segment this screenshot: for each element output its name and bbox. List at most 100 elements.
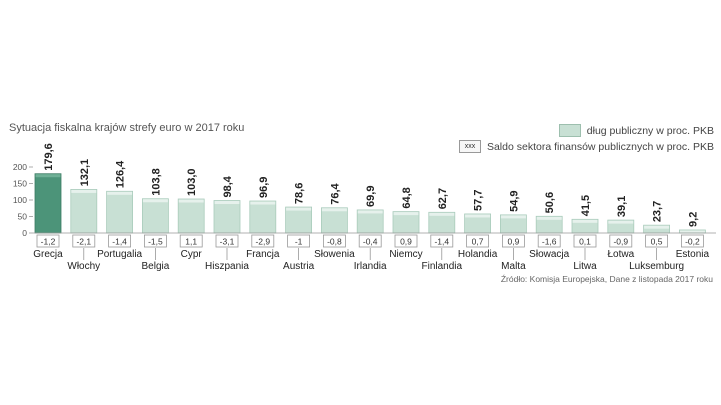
balance-value-label: 0,5	[651, 236, 663, 246]
bar-highlight	[429, 212, 455, 216]
legend-balance-label: Saldo sektora finansów publicznych w pro…	[486, 140, 714, 153]
category-label: Włochy	[67, 261, 100, 272]
bar-value-label: 39,1	[616, 196, 628, 217]
y-tick-label: 150	[13, 179, 27, 189]
y-tick-label: 50	[18, 212, 28, 222]
balance-value-label: -1,6	[542, 236, 557, 246]
bar-highlight	[608, 220, 634, 224]
category-label: Luksemburg	[629, 261, 684, 272]
bar-highlight	[178, 199, 204, 203]
balance-value-label: -0,4	[363, 236, 378, 246]
bar	[213, 200, 241, 234]
bar-highlight	[142, 199, 168, 203]
bar-value-label: 9,2	[687, 212, 699, 227]
legend-balance: xxx Saldo sektora finansów publicznych w…	[458, 140, 714, 153]
bar-value-label: 57,7	[473, 190, 485, 211]
balance-box	[681, 234, 704, 248]
category-label: Belgia	[141, 261, 169, 272]
chart-title: Sytuacja fiskalna krajów strefy euro w 2…	[9, 122, 245, 134]
balance-box	[36, 234, 60, 248]
balance-box	[179, 234, 203, 248]
bar-value-label: 103,8	[150, 168, 162, 196]
balance-value-label: -2,1	[76, 236, 91, 246]
category-label: Francja	[246, 249, 280, 260]
category-label: Malta	[501, 261, 526, 272]
balance-box	[645, 234, 668, 248]
bar-value-label: 96,9	[258, 177, 270, 198]
balance-value-label: 0,1	[579, 236, 591, 246]
bar-value-label: 103,0	[186, 168, 198, 196]
bar	[285, 206, 313, 234]
category-label: Austria	[283, 261, 315, 272]
bar-value-label: 132,1	[79, 159, 91, 187]
bar-value-label: 76,4	[329, 182, 341, 204]
bar-value-label: 69,9	[365, 186, 377, 207]
balance-value-label: -0,9	[613, 236, 628, 246]
bar-value-label: 126,4	[115, 160, 127, 188]
y-tick-label: 100	[13, 195, 27, 205]
bar-highlight	[644, 225, 670, 229]
bar-highlight	[214, 201, 240, 205]
balance-box	[466, 234, 490, 248]
balance-value-label: -1,4	[434, 236, 449, 246]
bar	[106, 190, 133, 234]
category-label: Słowenia	[314, 249, 355, 260]
legend-debt-swatch	[558, 124, 581, 137]
category-label: Grecja	[33, 249, 63, 260]
bar-highlight	[286, 207, 312, 211]
balance-value-label: -1,2	[41, 236, 56, 246]
balance-box	[287, 234, 311, 248]
balance-value-label: 0,7	[472, 236, 484, 246]
category-label: Łotwa	[607, 249, 634, 260]
balance-box	[394, 234, 418, 248]
category-label: Estonia	[676, 249, 710, 260]
source-note: Źródło: Komisja Europejska, Dane z listo…	[500, 274, 713, 284]
category-label: Litwa	[573, 261, 597, 272]
bar-highlight	[679, 230, 705, 233]
balance-value-label: -1	[295, 236, 303, 246]
balance-value-label: -1,4	[112, 236, 127, 246]
bar-value-label: 41,5	[580, 195, 592, 216]
category-label: Holandia	[458, 249, 498, 260]
bar-value-label: 62,7	[437, 188, 449, 209]
category-label: Portugalia	[97, 249, 142, 260]
bar-value-label: 64,8	[401, 187, 413, 208]
balance-box	[430, 234, 454, 248]
balance-value-label: -0,8	[327, 236, 342, 246]
legend-debt-label: dług publiczny w proc. PKB	[586, 124, 714, 137]
bar	[70, 189, 98, 234]
bar-value-label: 179,6	[43, 143, 55, 171]
bar-highlight	[393, 212, 419, 216]
bar-highlight	[71, 189, 97, 193]
bar-highlight	[465, 214, 491, 218]
category-label: Cypr	[181, 249, 203, 260]
balance-box	[609, 234, 633, 248]
bar-value-label: 78,6	[294, 183, 306, 204]
category-label: Hiszpania	[205, 261, 249, 272]
bar	[141, 198, 169, 234]
y-tick-label: 200	[13, 162, 27, 172]
category-label: Słowacja	[529, 249, 569, 260]
balance-value-label: -3,1	[220, 236, 235, 246]
y-tick-label: 0	[22, 228, 27, 238]
bar-value-label: 50,6	[544, 192, 556, 213]
bar	[320, 207, 348, 234]
bar	[249, 200, 277, 234]
balance-box	[251, 234, 275, 248]
bar-highlight	[500, 215, 526, 219]
legend-debt: dług publiczny w proc. PKB	[558, 124, 714, 137]
balance-box	[215, 234, 239, 248]
bar	[177, 198, 205, 234]
bar	[34, 173, 62, 234]
bar-highlight	[357, 210, 383, 214]
bar-value-label: 54,9	[508, 190, 520, 211]
bar-highlight	[250, 201, 276, 205]
balance-box	[322, 234, 346, 248]
balance-value-label: -2,9	[255, 236, 270, 246]
balance-value-label: -0,2	[685, 236, 700, 246]
balance-box	[358, 234, 382, 248]
balance-box	[573, 234, 597, 248]
balance-box	[537, 234, 561, 248]
balance-value-label: 0,9	[400, 236, 412, 246]
